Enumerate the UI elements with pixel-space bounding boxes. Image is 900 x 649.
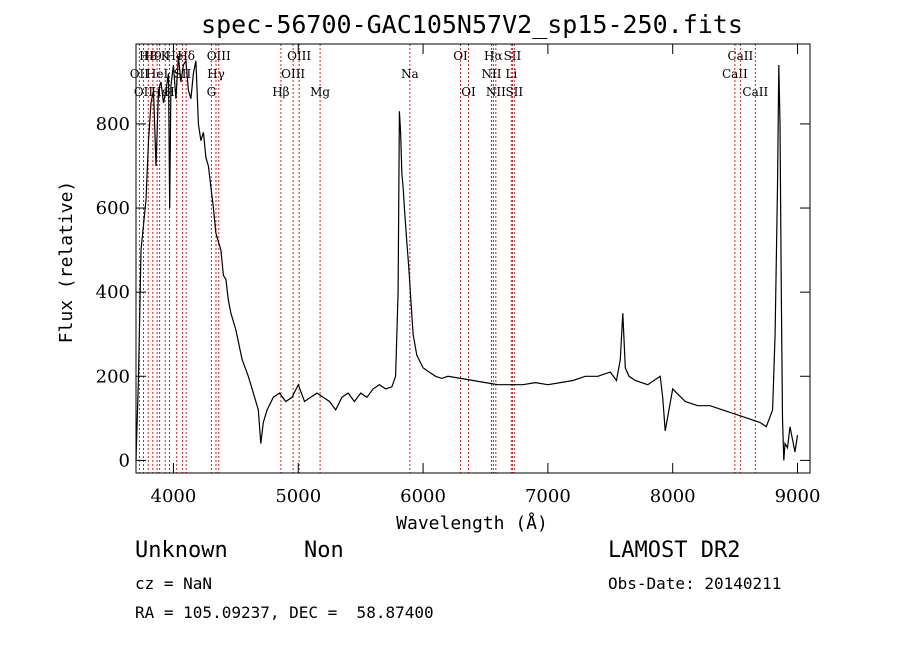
cz-label: cz = NaN <box>135 574 213 593</box>
line-label-23: NII <box>486 85 506 99</box>
line-label-0: OII <box>130 67 150 81</box>
line-label-6: K <box>161 49 171 63</box>
line-label-25: SII <box>504 49 522 63</box>
line-label-18: Na <box>401 67 419 81</box>
line-label-14: Hβ <box>272 85 289 99</box>
subclass-label: Non <box>304 538 344 563</box>
line-label-19: OI <box>453 49 468 63</box>
line-label-24: Li <box>505 67 517 81</box>
y-tick-label-0: 0 <box>119 450 130 471</box>
y-tick-label-4: 800 <box>96 114 130 135</box>
axes: 4000 5000 6000 7000 8000 9000 0 200 400 600 800 <box>96 44 821 507</box>
line-label-21: NII <box>481 67 501 81</box>
line-label-15: OIII <box>281 67 305 81</box>
spectrum-line-0 <box>135 56 799 461</box>
x-axis-label: Wavelength (Å) <box>396 512 548 534</box>
line-label-29: CaII <box>742 85 768 99</box>
x-tick-label-3: 7000 <box>525 486 571 507</box>
x-tick-label-4: 8000 <box>650 486 696 507</box>
y-tick-label-1: 200 <box>96 366 130 387</box>
x-tick-label-0: 4000 <box>151 486 197 507</box>
line-label-11: G <box>207 85 217 99</box>
line-label-20: OI <box>461 85 476 99</box>
line-label-16: OIII <box>287 49 311 63</box>
spectral-line-markers: OIIOIIH8H9HeIHεKHHeISIIHδGHγOIIIHβOIIIOI… <box>130 44 768 473</box>
spectrum-series <box>135 56 799 461</box>
line-label-5: Hε <box>151 85 168 99</box>
chart-title: spec-56700-GAC105N57V2_sp15-250.fits <box>201 10 743 39</box>
line-label-22: Hα <box>484 49 503 63</box>
line-label-12: Hγ <box>207 67 225 81</box>
line-label-26: SII <box>505 85 523 99</box>
coordinates-label: RA = 105.09237, DEC = 58.87400 <box>135 603 434 622</box>
plot-frame <box>135 43 811 474</box>
line-label-10: Hδ <box>177 49 195 63</box>
class-label: Unknown <box>135 538 228 563</box>
y-tick-label-2: 400 <box>96 282 130 303</box>
y-axis-label: Flux (relative) <box>56 181 77 344</box>
line-label-17: Mg <box>310 85 330 99</box>
y-tick-label-3: 600 <box>96 198 130 219</box>
line-label-4: HeI <box>146 67 169 81</box>
line-label-27: CaII <box>722 67 748 81</box>
line-label-7: H <box>164 85 174 99</box>
x-tick-label-1: 5000 <box>275 486 321 507</box>
line-label-28: CaII <box>727 49 753 63</box>
survey-label: LAMOST DR2 <box>608 538 741 563</box>
obs-date-label: Obs-Date: 20140211 <box>608 574 782 593</box>
x-tick-label-2: 6000 <box>400 486 446 507</box>
x-tick-label-5: 9000 <box>775 486 821 507</box>
line-label-13: OIII <box>207 49 231 63</box>
